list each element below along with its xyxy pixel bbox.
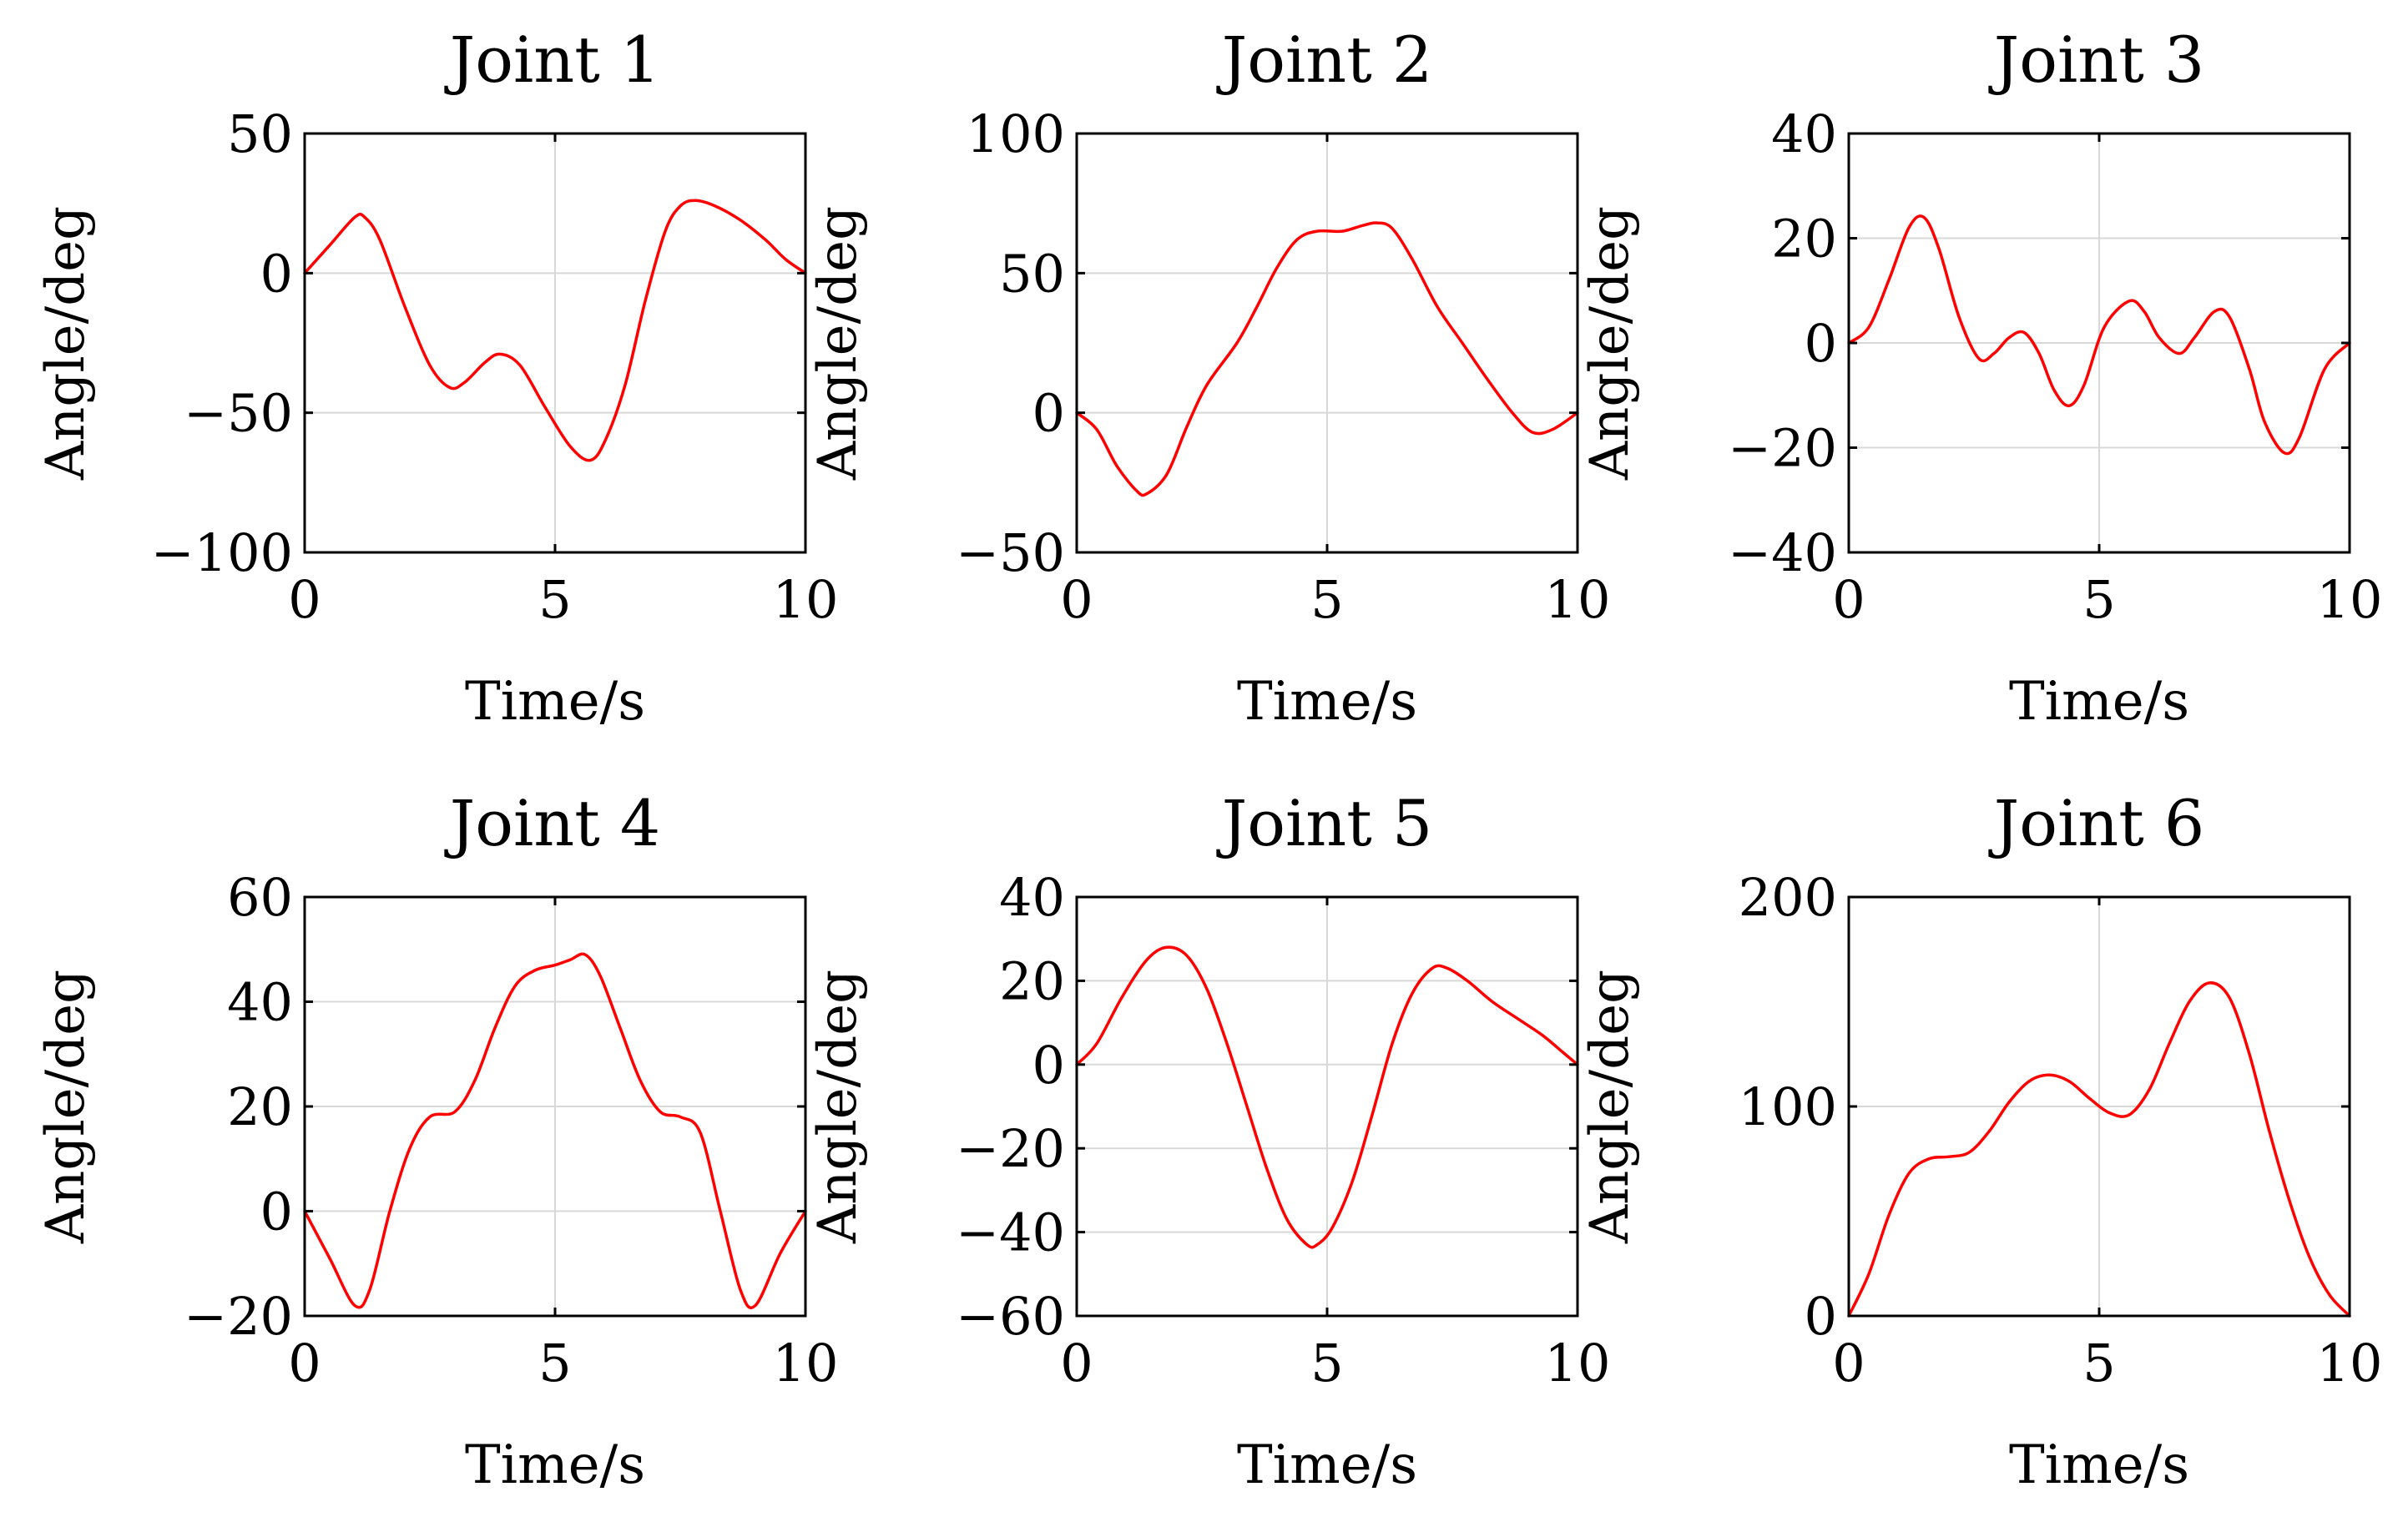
x-tick-label: 10 bbox=[773, 1333, 839, 1393]
chart-panel-5: 0 5 10 −60 −40 −20 0 20 40 Joint 5 Time/s Angle/deg bbox=[807, 786, 1610, 1496]
chart-title: Joint 2 bbox=[1216, 23, 1433, 97]
x-tick-label: 10 bbox=[1545, 569, 1611, 630]
x-tick-label: 5 bbox=[1310, 569, 1343, 630]
y-tick-label: 40 bbox=[1771, 103, 1837, 164]
y-tick-label: 50 bbox=[227, 103, 293, 164]
y-axis-label: Angle/deg bbox=[35, 206, 97, 481]
x-tick-label: 10 bbox=[2317, 569, 2383, 630]
x-axis-label: Time/s bbox=[2009, 1434, 2189, 1496]
x-tick-label: 5 bbox=[2082, 1333, 2115, 1393]
y-tick-label: 20 bbox=[227, 1076, 293, 1137]
x-axis-label: Time/s bbox=[1237, 1434, 1417, 1496]
x-axis-label: Time/s bbox=[2009, 671, 2189, 733]
x-tick-label: 0 bbox=[1060, 569, 1093, 630]
y-tick-label: 0 bbox=[1805, 313, 1837, 374]
y-axis-label: Angle/deg bbox=[35, 970, 97, 1244]
x-tick-label: 0 bbox=[288, 1333, 321, 1393]
y-axis-label: Angle/deg bbox=[807, 970, 869, 1244]
y-tick-label: −60 bbox=[956, 1286, 1065, 1347]
x-tick-label: 5 bbox=[538, 569, 571, 630]
y-axis-label: Angle/deg bbox=[807, 206, 869, 481]
series-line bbox=[1075, 945, 1579, 1249]
y-tick-label: −40 bbox=[1728, 522, 1837, 583]
y-tick-label: 60 bbox=[227, 867, 293, 928]
y-tick-label: 0 bbox=[260, 243, 293, 304]
x-tick-label: 0 bbox=[288, 569, 321, 630]
x-axis-label: Time/s bbox=[465, 671, 645, 733]
x-tick-label: 0 bbox=[1832, 569, 1865, 630]
chart-panel-3: 0 5 10 −40 −20 0 20 40 Joint 3 Time/s Angle/deg bbox=[1579, 23, 2382, 733]
x-tick-label: 10 bbox=[773, 569, 839, 630]
y-tick-label: 20 bbox=[999, 950, 1065, 1011]
chart-title: Joint 3 bbox=[1988, 23, 2205, 97]
chart-title: Joint 5 bbox=[1216, 786, 1433, 860]
y-tick-label: 0 bbox=[1032, 383, 1065, 444]
y-tick-label: 40 bbox=[227, 972, 293, 1033]
chart-title: Joint 4 bbox=[444, 786, 661, 860]
x-tick-label: 0 bbox=[1060, 1333, 1093, 1393]
y-tick-label: 20 bbox=[1771, 209, 1837, 270]
y-tick-label: −20 bbox=[956, 1118, 1065, 1179]
y-tick-label: −100 bbox=[151, 522, 293, 583]
series-line bbox=[303, 199, 807, 462]
series-line bbox=[1847, 214, 2351, 456]
y-tick-label: −20 bbox=[1728, 418, 1837, 479]
y-tick-label: −50 bbox=[956, 522, 1065, 583]
series-line bbox=[1847, 981, 2351, 1318]
x-tick-label: 10 bbox=[1545, 1333, 1611, 1393]
series-line bbox=[303, 952, 807, 1309]
y-tick-label: 200 bbox=[1739, 867, 1837, 928]
x-tick-label: 10 bbox=[2317, 1333, 2383, 1393]
y-tick-label: −20 bbox=[184, 1286, 293, 1347]
y-tick-label: 0 bbox=[1032, 1035, 1065, 1096]
x-tick-label: 5 bbox=[2082, 569, 2115, 630]
x-axis-label: Time/s bbox=[1237, 671, 1417, 733]
series-line bbox=[1075, 221, 1579, 497]
x-axis-label: Time/s bbox=[465, 1434, 645, 1496]
y-tick-label: −50 bbox=[184, 383, 293, 444]
x-tick-label: 5 bbox=[538, 1333, 571, 1393]
y-tick-label: 0 bbox=[260, 1182, 293, 1242]
x-tick-label: 0 bbox=[1832, 1333, 1865, 1393]
x-tick-label: 5 bbox=[1310, 1333, 1343, 1393]
y-tick-label: 100 bbox=[967, 103, 1065, 164]
y-tick-label: 40 bbox=[999, 867, 1065, 928]
y-axis-label: Angle/deg bbox=[1579, 970, 1641, 1244]
y-axis-label: Angle/deg bbox=[1579, 206, 1641, 481]
y-tick-label: 50 bbox=[999, 243, 1065, 304]
y-tick-label: 100 bbox=[1739, 1076, 1837, 1137]
y-tick-label: −40 bbox=[956, 1202, 1065, 1263]
chart-title: Joint 6 bbox=[1988, 786, 2205, 860]
chart-title: Joint 1 bbox=[444, 23, 661, 97]
chart-panel-1: 0 5 10 −100 −50 0 50 Joint 1 Time/s Angle/deg bbox=[35, 23, 838, 733]
y-tick-label: 0 bbox=[1805, 1286, 1837, 1347]
